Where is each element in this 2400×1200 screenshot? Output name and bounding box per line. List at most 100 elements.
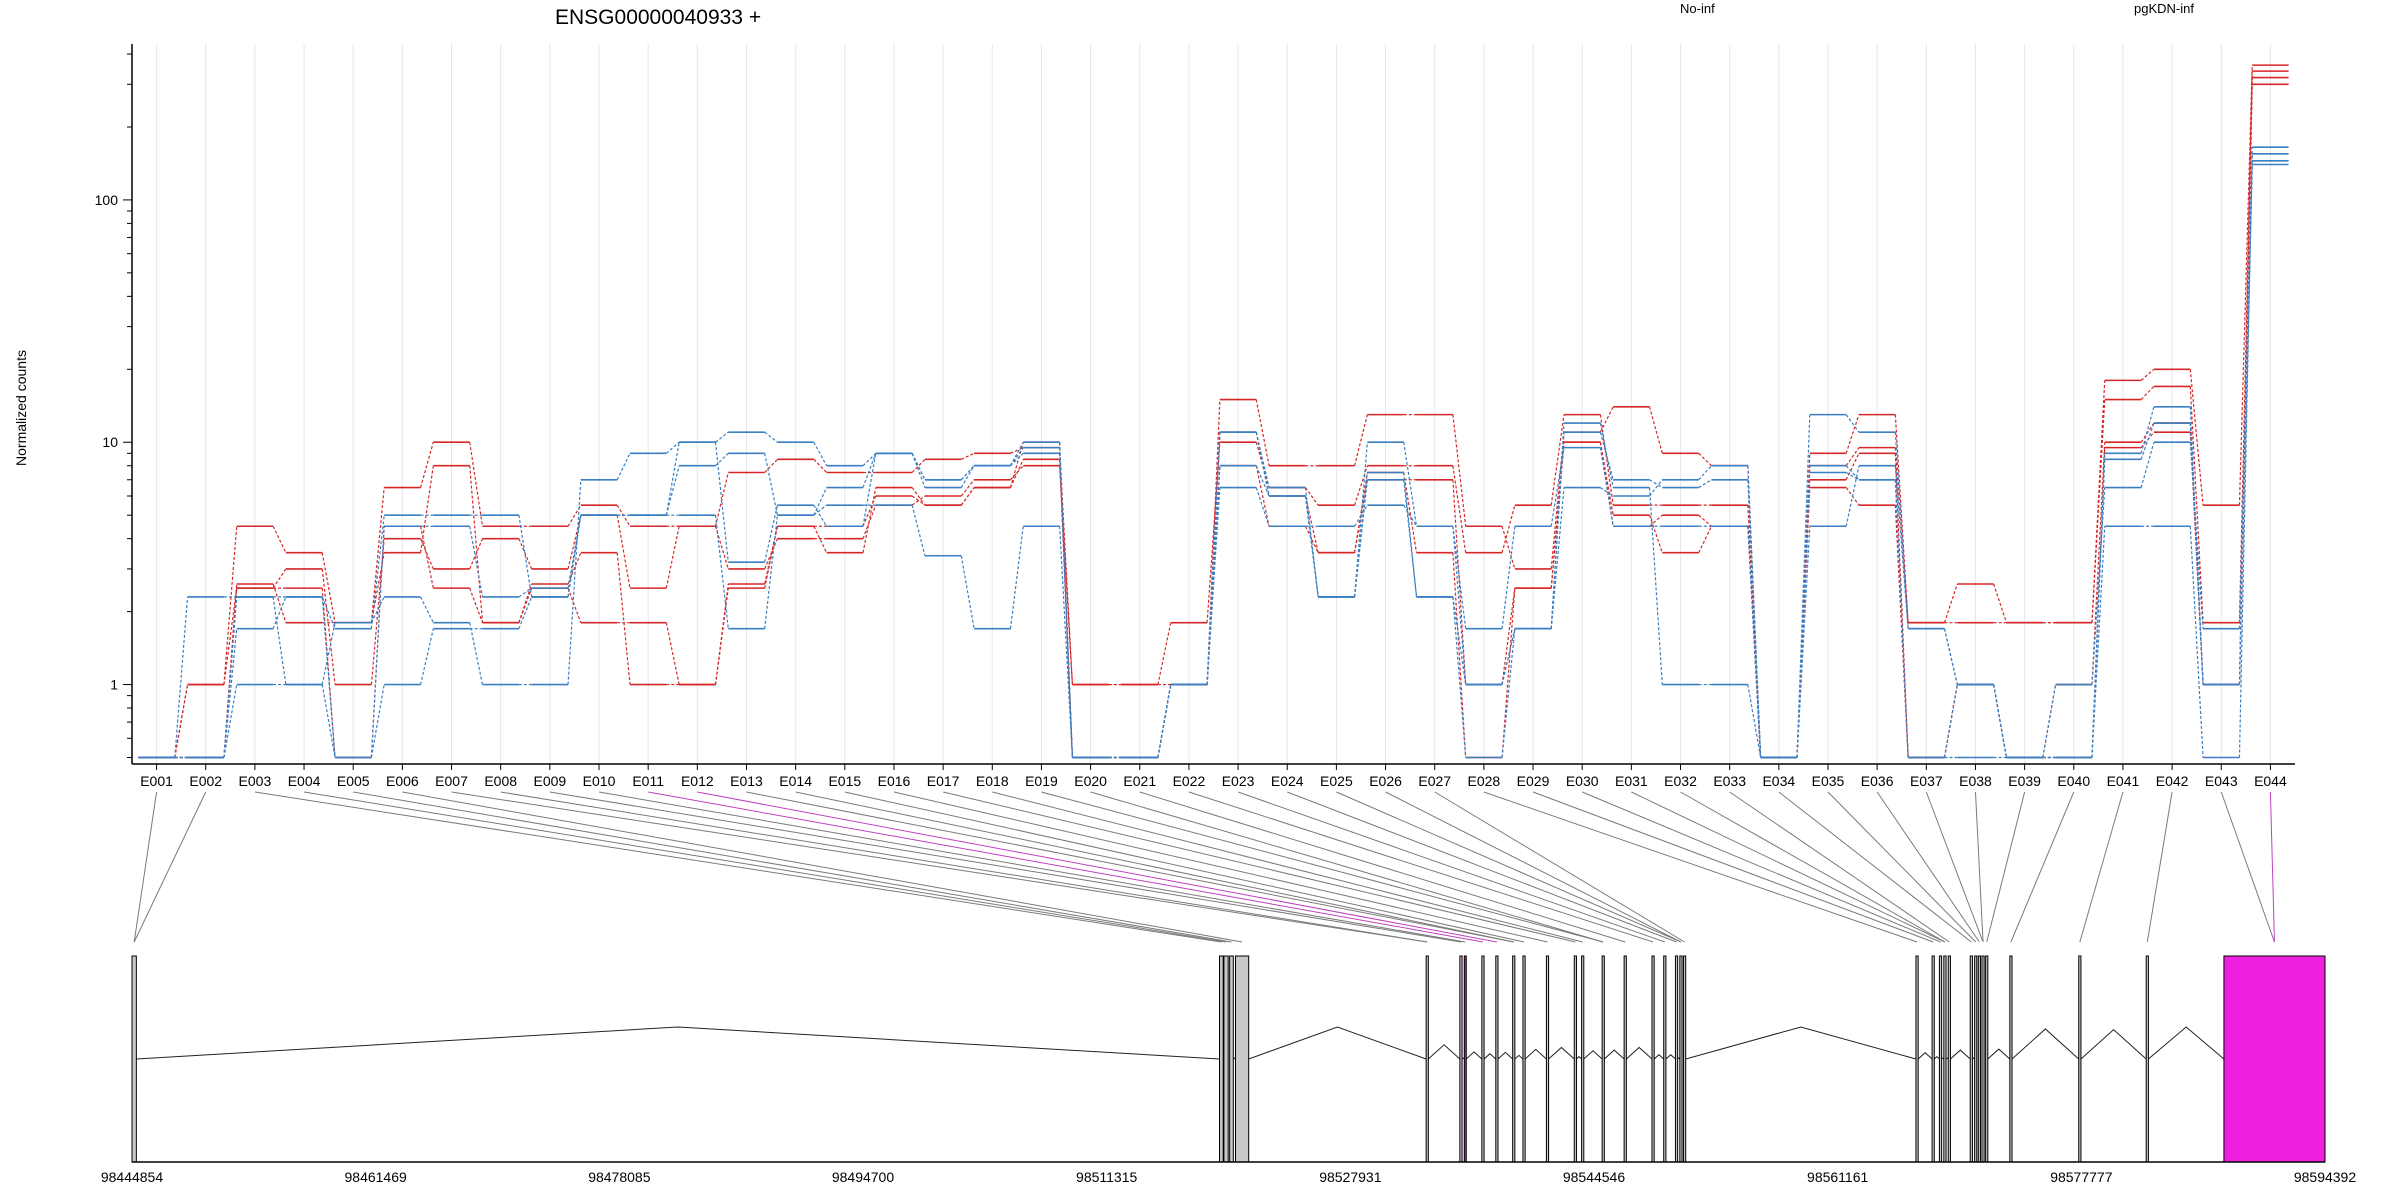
series-no-inf-4 bbox=[138, 83, 2289, 759]
series-connector bbox=[1698, 514, 1712, 527]
series-connector bbox=[714, 526, 729, 570]
exon-box-e014 bbox=[1573, 955, 1577, 1163]
exon-box-e012 bbox=[1522, 955, 1526, 1163]
series-connector bbox=[1501, 526, 1516, 570]
x-tick-label-e036: E036 bbox=[1861, 773, 1894, 789]
series-connector bbox=[518, 515, 533, 597]
x-tick-label-e038: E038 bbox=[1959, 773, 1992, 789]
connector-e024 bbox=[1287, 791, 1677, 943]
series-connector bbox=[862, 487, 877, 553]
series-connector bbox=[961, 452, 975, 460]
series-connector bbox=[2140, 368, 2155, 381]
series-connector bbox=[1255, 487, 1270, 527]
series-connector bbox=[419, 442, 434, 488]
series-connector bbox=[764, 458, 778, 473]
series-connector bbox=[813, 504, 827, 516]
series-connector bbox=[1353, 442, 1368, 597]
series-connector bbox=[1747, 479, 1762, 758]
exon-box-e032 bbox=[1985, 955, 1989, 1163]
series-no-inf-2 bbox=[138, 70, 2289, 759]
x-tick-label-e023: E023 bbox=[1222, 773, 1255, 789]
connector-e006 bbox=[402, 791, 1243, 943]
series-connector bbox=[1943, 628, 1958, 685]
exon-box-e023 bbox=[1915, 955, 1919, 1163]
x-tick-label-e026: E026 bbox=[1369, 773, 1402, 789]
series-connector bbox=[1894, 479, 1909, 758]
series-connector bbox=[1452, 526, 1467, 685]
series-connector bbox=[2238, 164, 2253, 685]
series-connector bbox=[1993, 684, 2008, 758]
series-connector bbox=[2238, 153, 2253, 758]
genomic-tick-label: 98444854 bbox=[101, 1169, 164, 1185]
series-connector bbox=[321, 684, 336, 758]
series-connector bbox=[518, 596, 533, 629]
exon-box-e003 bbox=[1223, 955, 1229, 1163]
axis-layer: 1 10 100 E001 E002 E003 E004 E005 E006 E007 E008 E0… bbox=[95, 44, 2295, 789]
intron-e016 bbox=[1603, 1049, 1625, 1060]
connector-e032 bbox=[1680, 791, 1946, 943]
y-axis-label: Normalized counts bbox=[13, 350, 29, 466]
series-connector bbox=[1255, 442, 1270, 488]
connector-e012 bbox=[697, 791, 1497, 943]
x-tick-label-e013: E013 bbox=[730, 773, 763, 789]
connector-e020 bbox=[1090, 791, 1604, 943]
connector-e015 bbox=[844, 791, 1525, 943]
intron-e027 bbox=[1950, 1049, 1971, 1060]
series-connector bbox=[419, 628, 434, 685]
connector-e029 bbox=[1532, 791, 1934, 943]
connector-e023 bbox=[1237, 791, 1665, 943]
series-connector bbox=[1796, 472, 1811, 758]
series-connector bbox=[518, 587, 533, 598]
exon-box-e008 bbox=[1463, 955, 1467, 1163]
series-connector bbox=[813, 441, 828, 467]
x-tick-label-e030: E030 bbox=[1566, 773, 1599, 789]
genomic-tick-label: 98544546 bbox=[1563, 1169, 1626, 1185]
x-tick-label-e035: E035 bbox=[1812, 773, 1845, 789]
series-connector bbox=[1698, 479, 1712, 489]
series-connector bbox=[1206, 432, 1221, 685]
connector-e016 bbox=[893, 791, 1548, 943]
series-connector bbox=[2091, 399, 2106, 623]
intron-e024 bbox=[1933, 1056, 1940, 1060]
series-connector bbox=[272, 568, 287, 589]
series-connector bbox=[1845, 471, 1860, 481]
intron-e008 bbox=[1465, 1051, 1483, 1060]
series-connector bbox=[1059, 453, 1074, 758]
series-connector bbox=[1845, 465, 1860, 481]
series-connector bbox=[2140, 422, 2155, 443]
series-connector bbox=[1649, 479, 1663, 489]
series-connector bbox=[370, 515, 385, 629]
connector-e036 bbox=[1876, 791, 1980, 943]
connector-e010 bbox=[598, 791, 1466, 943]
connector-e017 bbox=[943, 791, 1576, 943]
series-connector bbox=[665, 441, 680, 454]
connector-e003 bbox=[254, 791, 1222, 943]
series-connector bbox=[1009, 526, 1024, 629]
exon-box-e022 bbox=[1683, 955, 1687, 1163]
series-connector bbox=[223, 684, 238, 758]
series-connector bbox=[1550, 432, 1565, 569]
genomic-tick-label: 98461469 bbox=[345, 1169, 408, 1185]
series-connector bbox=[370, 487, 385, 623]
series-connector bbox=[1059, 447, 1074, 685]
series-connector bbox=[1698, 465, 1712, 481]
series-connector bbox=[862, 453, 877, 527]
exon-box-e001 bbox=[131, 955, 137, 1163]
x-tick-label-e005: E005 bbox=[337, 773, 370, 789]
y-tick-label: 10 bbox=[102, 434, 118, 450]
connector-e035 bbox=[1827, 791, 1977, 943]
x-tick-label-e039: E039 bbox=[2008, 773, 2041, 789]
series-connector bbox=[2140, 442, 2155, 488]
x-tick-label-e017: E017 bbox=[927, 773, 960, 789]
x-tick-label-e032: E032 bbox=[1664, 773, 1697, 789]
series-connector bbox=[1599, 406, 1614, 433]
connector-e031 bbox=[1631, 791, 1946, 943]
series-connector bbox=[2091, 526, 2106, 758]
series-connector bbox=[911, 453, 926, 481]
series-connector bbox=[321, 568, 336, 685]
x-tick-label-e018: E018 bbox=[976, 773, 1009, 789]
x-tick-label-e008: E008 bbox=[484, 773, 517, 789]
genomic-tick-label: 98577777 bbox=[2050, 1169, 2113, 1185]
series-connector bbox=[469, 587, 484, 623]
series-connector bbox=[1403, 442, 1418, 527]
